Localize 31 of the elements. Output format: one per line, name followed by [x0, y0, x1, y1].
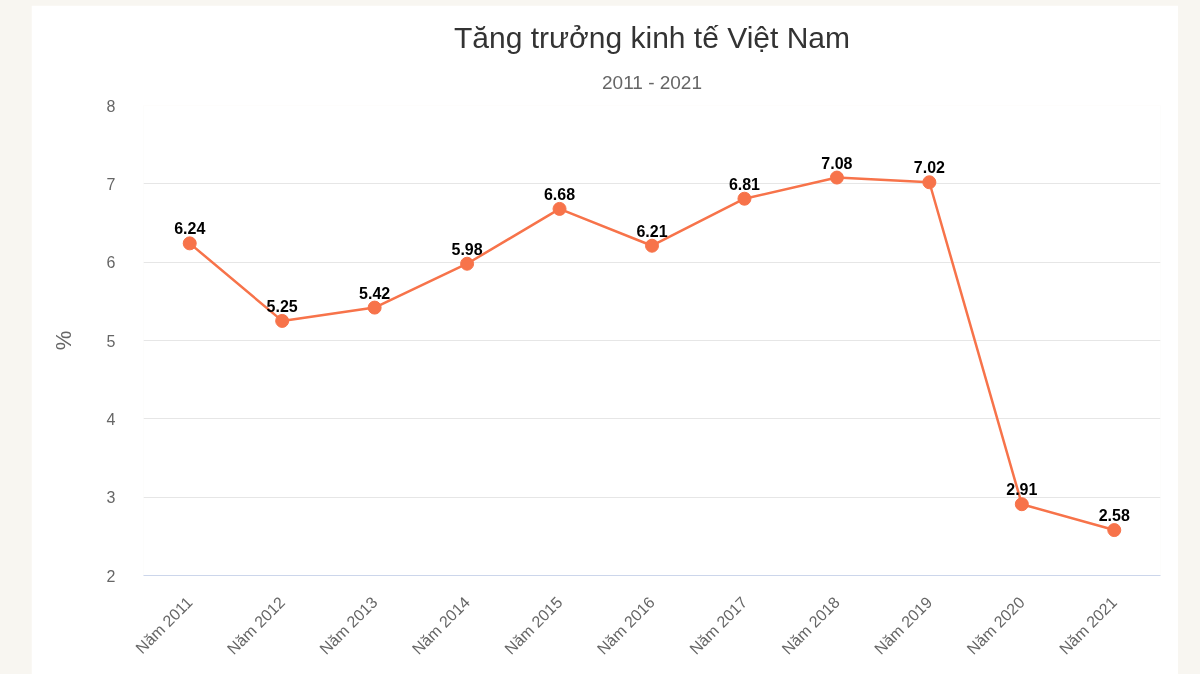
point — [275, 313, 290, 328]
point — [922, 175, 937, 190]
point — [182, 236, 197, 251]
data-label: 5.98 — [451, 240, 483, 258]
y-tick-label: 2 — [106, 567, 116, 585]
point — [1107, 523, 1122, 538]
y-axis-title: % — [50, 330, 76, 351]
y-tick-label: 3 — [106, 489, 116, 507]
point — [737, 191, 752, 206]
data-label: 5.25 — [266, 297, 298, 315]
data-label: 7.08 — [821, 154, 853, 172]
chart-title: Tăng trưởng kinh tế Việt Nam — [453, 20, 851, 54]
y-tick-label: 7 — [106, 175, 116, 193]
data-label: 6.21 — [636, 222, 668, 240]
point — [829, 170, 844, 185]
y-tick-label: 5 — [106, 332, 116, 350]
data-label: 7.02 — [913, 159, 946, 177]
data-label: 6.24 — [174, 220, 206, 238]
point — [460, 256, 475, 271]
y-tick-label: 8 — [106, 97, 116, 115]
data-label: 6.81 — [728, 175, 761, 193]
point — [1014, 497, 1029, 512]
chart-subtitle: 2011 - 2021 — [602, 71, 703, 93]
data-label: 5.42 — [359, 284, 391, 302]
y-tick-label: 4 — [106, 410, 116, 428]
data-label: 2.58 — [1098, 507, 1130, 525]
data-label: 6.68 — [543, 185, 576, 203]
y-tick-label: 6 — [106, 254, 116, 272]
point — [552, 201, 567, 216]
point — [645, 238, 659, 253]
point — [367, 300, 382, 315]
